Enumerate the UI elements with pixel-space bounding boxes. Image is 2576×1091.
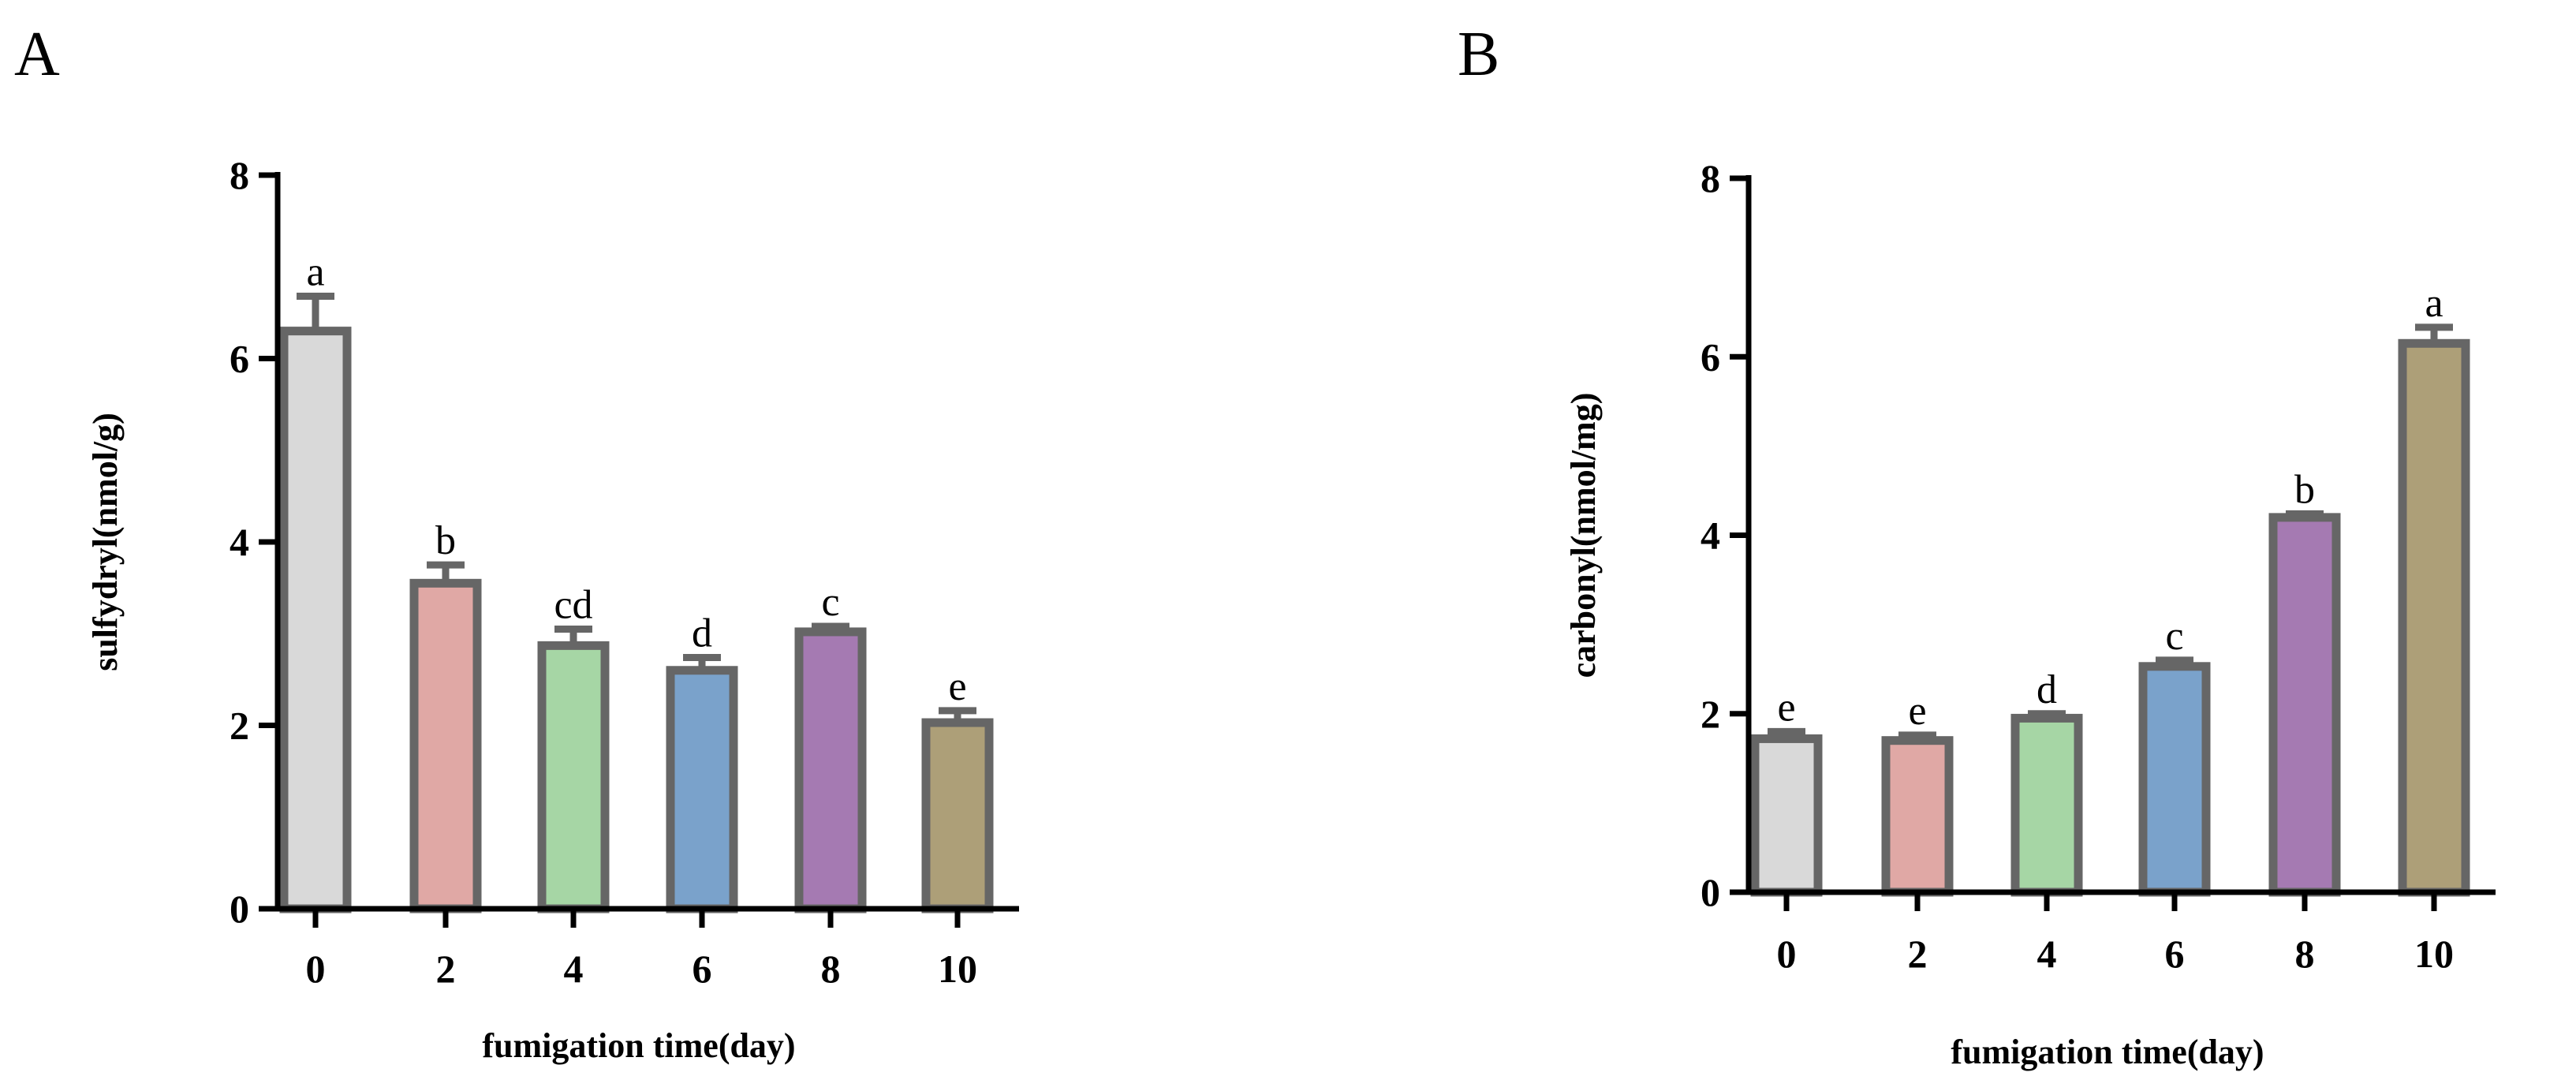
significance-label: c <box>821 580 839 625</box>
y-tick-label: 8 <box>1701 156 1720 200</box>
x-tick-label: 2 <box>436 947 456 991</box>
y-tick-label: 6 <box>230 337 249 381</box>
y-tick-label: 0 <box>230 887 249 931</box>
bar <box>2138 662 2211 897</box>
x-tick-label: 6 <box>693 947 712 991</box>
significance-label: b <box>435 518 456 563</box>
x-tick-label: 8 <box>2295 932 2315 976</box>
bar <box>2268 513 2341 897</box>
chart-panel-b: Be e d c b a 0 2 4 6 8 0 2 4 6 8 10 fumigation time(day) c… <box>1458 20 2496 1071</box>
bar <box>921 718 994 914</box>
y-tick-label: 2 <box>230 704 249 748</box>
y-tick-label: 4 <box>1701 514 1720 558</box>
significance-label: b <box>2294 467 2315 512</box>
x-tick-label: 10 <box>938 947 977 991</box>
significance-label: cd <box>554 582 592 627</box>
bar <box>666 666 738 914</box>
significance-label: a <box>306 249 324 294</box>
y-axis-title: carbonyl(nmol/mg) <box>1564 393 1603 678</box>
significance-label: e <box>1908 689 1926 734</box>
bar <box>794 627 867 914</box>
y-tick-label: 8 <box>230 153 249 197</box>
bar <box>409 578 482 914</box>
panel-label: A <box>14 20 60 89</box>
y-tick-label: 0 <box>1701 870 1720 914</box>
significance-label: a <box>2425 281 2443 326</box>
bar <box>2010 713 2083 897</box>
bar <box>1881 736 1954 897</box>
x-tick-label: 0 <box>306 947 326 991</box>
significance-label: c <box>2165 614 2183 659</box>
x-tick-label: 2 <box>1908 932 1928 976</box>
x-tick-label: 6 <box>2165 932 2185 976</box>
x-tick-label: 10 <box>2414 932 2454 976</box>
significance-label: e <box>948 664 966 709</box>
chart-panel-a: Aa b cd d c e 0 2 4 6 8 0 2 4 6 8 10 fumigation time(day)… <box>14 20 1019 1065</box>
x-axis-title: fumigation time(day) <box>482 1026 795 1065</box>
y-tick-label: 2 <box>1701 692 1720 736</box>
y-tick-label: 6 <box>1701 334 1720 379</box>
bar <box>537 641 610 914</box>
y-tick-label: 4 <box>230 520 249 564</box>
panel-label: B <box>1458 20 1499 89</box>
x-tick-label: 4 <box>564 947 584 991</box>
x-axis-title: fumigation time(day) <box>1951 1033 2264 1071</box>
x-tick-label: 0 <box>1777 932 1797 976</box>
x-tick-label: 8 <box>821 947 841 991</box>
significance-label: d <box>2037 667 2057 712</box>
x-tick-label: 4 <box>2037 932 2057 976</box>
significance-label: d <box>692 611 712 656</box>
bar <box>1750 734 1823 897</box>
significance-label: e <box>1777 685 1795 730</box>
y-axis-title: sulfydryl(nmol/g) <box>86 413 125 671</box>
bar <box>279 327 352 914</box>
bar <box>2398 338 2470 897</box>
